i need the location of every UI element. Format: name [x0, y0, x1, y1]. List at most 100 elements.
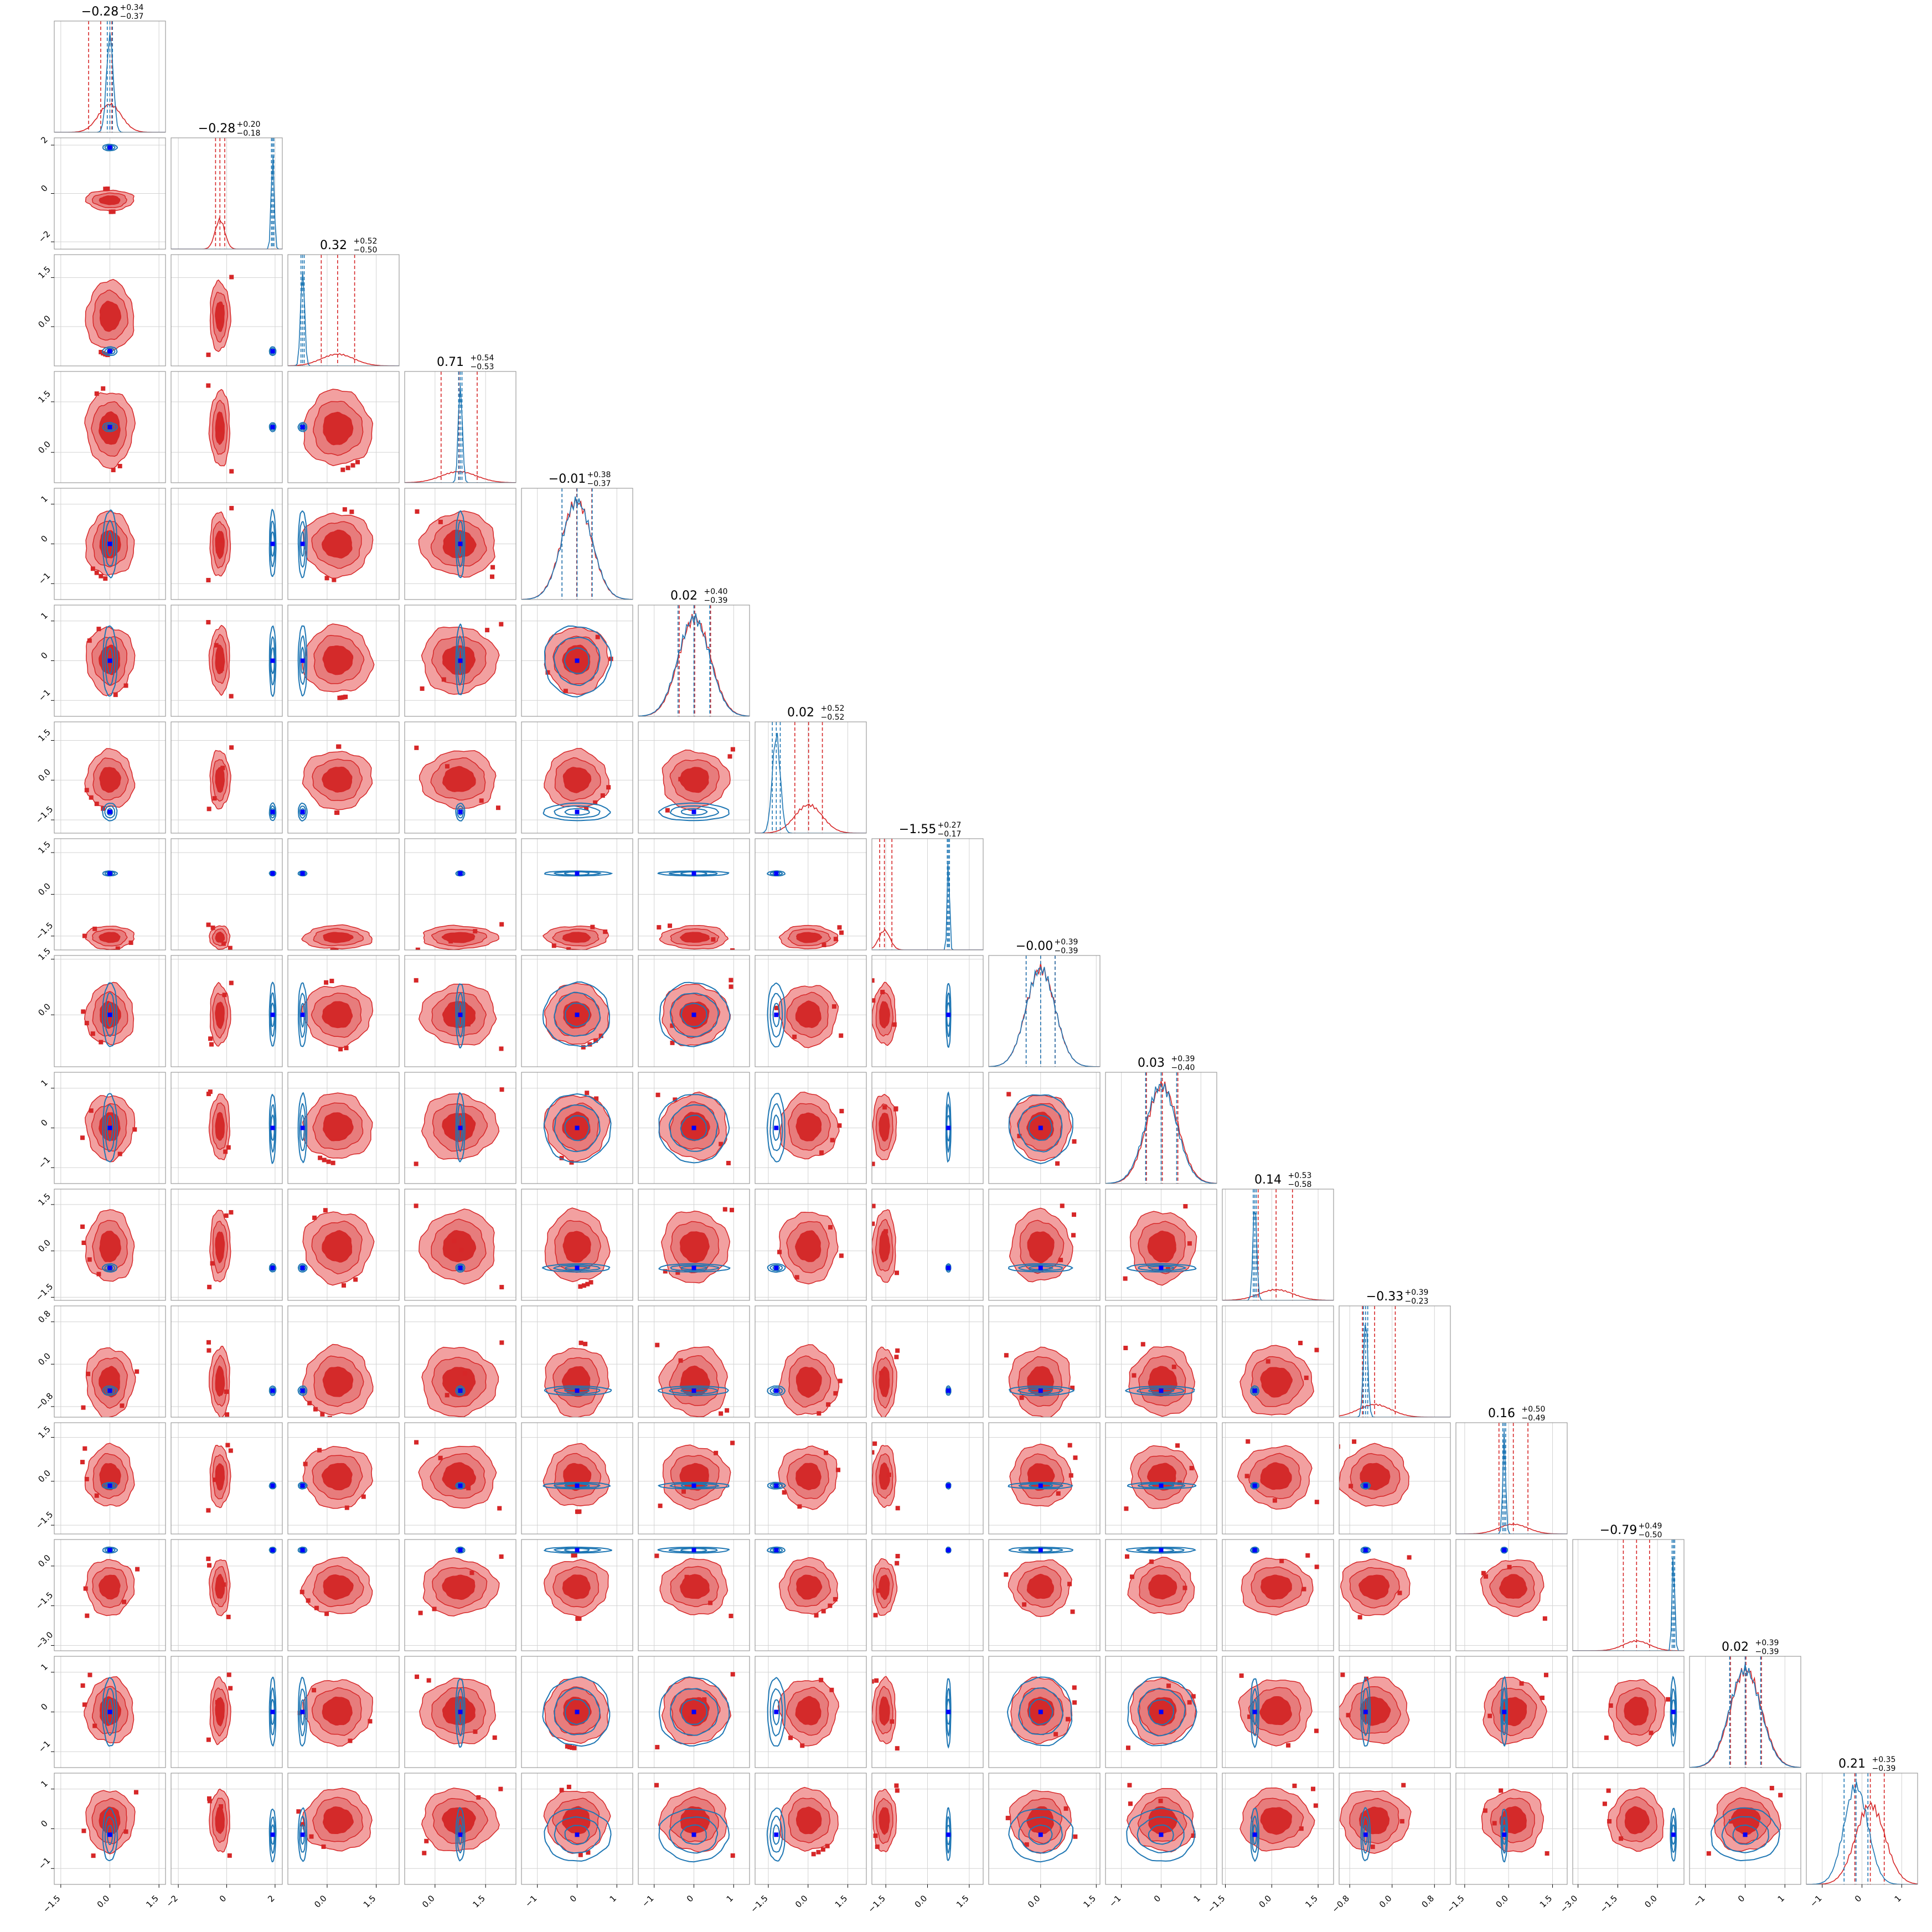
red-contour [1260, 1367, 1293, 1398]
blue-contour [945, 1678, 952, 1749]
blue-contour [1148, 1265, 1175, 1270]
blue-contour [680, 1114, 707, 1141]
blue-contour [455, 1807, 466, 1862]
red-marker [89, 795, 94, 800]
red-marker [225, 1412, 230, 1417]
red-contour [1260, 1462, 1292, 1490]
red-marker [479, 798, 484, 803]
blue-contour [552, 1264, 601, 1272]
blue-contour [104, 992, 116, 1037]
truth-marker [774, 1265, 779, 1270]
panel-frame [1339, 1773, 1451, 1885]
histogram-panel [54, 21, 166, 132]
red-marker [1058, 1258, 1063, 1263]
blue-contour [658, 1385, 729, 1396]
red-marker [414, 1161, 419, 1166]
contour-panel [171, 1423, 282, 1534]
red-marker [312, 1688, 317, 1693]
red-marker [1166, 1683, 1171, 1688]
red-contour [215, 1697, 225, 1727]
histogram-panel [288, 255, 399, 366]
panel-frame [1689, 1656, 1801, 1768]
blue-contour [102, 1093, 118, 1163]
blue-contour [669, 805, 719, 819]
blue-contour [669, 993, 719, 1037]
red-marker [1333, 1687, 1337, 1692]
red-marker [94, 570, 99, 575]
red-marker [499, 1340, 504, 1345]
y-tick-label: 1.5 [36, 1424, 53, 1440]
truth-marker [1502, 1832, 1507, 1837]
blue-contour [102, 625, 118, 697]
blue-contour [554, 991, 601, 1037]
blue-contour [657, 1481, 730, 1490]
panel-frame [404, 605, 516, 717]
blue-contour [456, 520, 464, 567]
contour-panel [171, 955, 282, 1067]
red-marker [438, 1455, 443, 1460]
contour-panel [288, 839, 399, 950]
truth-marker [270, 1832, 275, 1837]
blue-contour [945, 1091, 952, 1163]
contour-panel [1456, 1540, 1567, 1651]
contour-panel [872, 1189, 983, 1300]
contour-panel [405, 955, 516, 1067]
contour-panel [1690, 1773, 1801, 1884]
blue-contour [268, 1385, 277, 1396]
red-contour [562, 767, 592, 793]
truth-marker [691, 1548, 696, 1553]
param-title-minus: −0.39 [1872, 1764, 1896, 1773]
red-marker [103, 576, 108, 581]
truth-marker [300, 1265, 305, 1270]
blue-contour [1006, 1676, 1073, 1747]
red-marker [1507, 1564, 1512, 1569]
red-marker [82, 1702, 87, 1707]
truth-marker [300, 1483, 305, 1488]
red-marker [568, 1418, 572, 1422]
contour-panel [288, 371, 399, 483]
red-marker [730, 1672, 735, 1677]
red-marker [1340, 1672, 1345, 1677]
red-marker [598, 1034, 603, 1039]
contour-panel [989, 1072, 1100, 1184]
red-contour [795, 1230, 822, 1262]
red-marker [318, 1155, 323, 1160]
blue-contour [268, 422, 277, 432]
red-marker [729, 984, 733, 989]
blue-contour [767, 870, 786, 877]
blue-contour [766, 1807, 786, 1862]
truth-marker [300, 1125, 305, 1130]
blue-contour [1127, 1676, 1197, 1747]
red-contour [323, 1574, 354, 1600]
blue-contour [1028, 1114, 1053, 1141]
y-tick-label: 0.0 [36, 1351, 53, 1367]
contour-panel [405, 1306, 516, 1417]
red-marker [330, 948, 335, 950]
blue-contour [658, 1263, 731, 1273]
red-marker [595, 634, 600, 639]
blue-contour [1136, 1547, 1185, 1553]
x-tick-label: 1 [1776, 1893, 1786, 1904]
blue-contour [106, 1825, 113, 1845]
param-title-median: 0.16 [1488, 1407, 1515, 1420]
red-marker [80, 1224, 85, 1229]
contour-panel [521, 1306, 633, 1422]
contour-panel [288, 955, 399, 1067]
blue-contour [456, 805, 464, 819]
red-marker [655, 1342, 660, 1347]
red-marker [730, 1207, 735, 1212]
red-marker [890, 1719, 895, 1724]
x-tick-label: −3.0 [1558, 1893, 1579, 1914]
red-marker [1124, 1506, 1129, 1511]
blue-contour [297, 1385, 308, 1396]
panel-frame [1455, 1422, 1568, 1535]
red-contour [679, 1231, 710, 1263]
red-histogram [1339, 1403, 1450, 1417]
truth-marker [774, 871, 779, 876]
blue-contour [542, 1676, 611, 1747]
red-marker [1006, 1092, 1011, 1097]
red-marker [208, 1036, 213, 1041]
blue-contour [669, 1482, 720, 1489]
red-marker [314, 1605, 319, 1610]
red-contour [215, 1231, 225, 1264]
